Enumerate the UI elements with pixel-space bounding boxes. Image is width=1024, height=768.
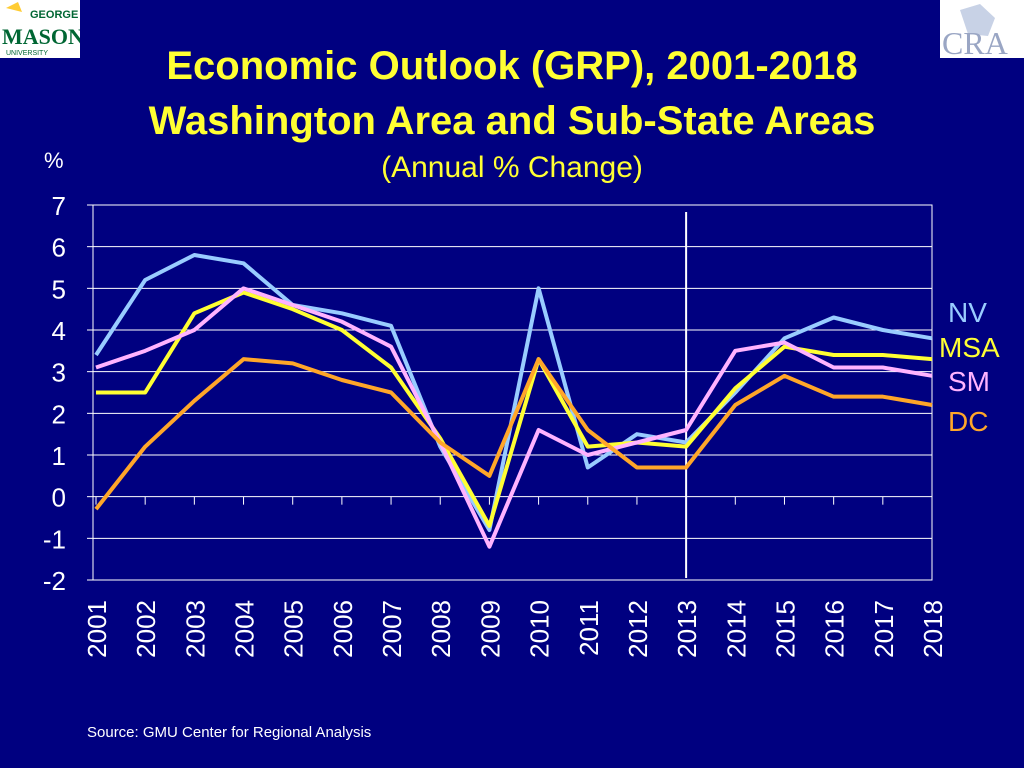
x-tick-label: 2012 — [623, 600, 653, 658]
y-axis-unit: % — [44, 148, 64, 173]
x-tick-label: 2002 — [131, 600, 161, 658]
cra-logo: CRA — [940, 0, 1024, 61]
x-tick-label: 2008 — [426, 600, 456, 658]
y-tick-label: 4 — [52, 316, 66, 346]
x-tick-label: 2009 — [475, 600, 505, 658]
series-label-dc: DC — [948, 406, 989, 437]
logo-map-shape — [960, 4, 995, 36]
y-tick-label: 1 — [52, 441, 66, 471]
cra-logo-graphic: CRA — [942, 4, 1008, 61]
plot-frame — [92, 204, 933, 581]
series-label-sm: SM — [948, 366, 990, 397]
y-tick-label: 5 — [52, 274, 66, 304]
x-axis-ticks: 2001 2002 2003 2004 2005 2006 2007 2008 2009 2010… — [82, 496, 948, 658]
series-label-msa: MSA — [939, 332, 1000, 363]
x-tick-label: 2014 — [721, 600, 751, 658]
x-tick-label: 2018 — [918, 600, 948, 658]
series-lines — [94, 253, 933, 549]
x-tick-label: 2016 — [820, 600, 850, 658]
y-tick-label: -1 — [43, 524, 66, 554]
x-tick-label: 2005 — [279, 600, 309, 658]
x-tick-label: 2006 — [328, 600, 358, 658]
y-tick-label: 3 — [52, 358, 66, 388]
x-tick-label: 2017 — [869, 600, 899, 658]
logo-line-3: UNIVERSITY — [6, 50, 48, 57]
x-tick-label: 2004 — [230, 600, 260, 658]
y-tick-label: 2 — [52, 399, 66, 429]
series-label-nv: NV — [948, 297, 987, 328]
chart-subtitle: (Annual % Change) — [381, 151, 643, 184]
y-tick-label: -2 — [43, 566, 66, 596]
series-line-nv — [94, 253, 933, 532]
logo-leaf-mark — [6, 2, 22, 12]
series-line-sm — [95, 286, 933, 549]
source-note: Source: GMU Center for Regional Analysis — [87, 724, 372, 741]
x-tick-label: 2015 — [770, 600, 800, 658]
y-tick-label: 6 — [52, 233, 66, 263]
logo-text: CRA — [942, 25, 1008, 58]
chart-grid — [92, 204, 933, 581]
x-tick-label: 2013 — [672, 600, 702, 658]
logo-line-2: MASON — [2, 24, 80, 49]
george-mason-logo-graphic: GEORGE MASON UNIVERSITY — [2, 2, 84, 57]
x-tick-label: 2001 — [82, 600, 112, 658]
x-tick-label: 2003 — [180, 600, 210, 658]
x-tick-label: 2010 — [525, 600, 555, 658]
chart-title-line2: Washington Area and Sub-State Areas — [148, 99, 876, 143]
george-mason-university-logo: GEORGE MASON UNIVERSITY — [0, 0, 84, 58]
y-tick-label: 0 — [52, 483, 66, 513]
y-tick-label: 7 — [52, 191, 66, 221]
logo-line-1: GEORGE — [30, 9, 78, 21]
x-tick-label: 2007 — [377, 600, 407, 658]
x-tick-label: 2011 — [574, 600, 604, 656]
chart-title-line1: Economic Outlook (GRP), 2001-2018 — [166, 44, 858, 88]
series-line-dc — [94, 357, 933, 511]
y-axis-ticks: 7 6 5 4 3 2 1 0 -1 -2 — [43, 191, 93, 596]
